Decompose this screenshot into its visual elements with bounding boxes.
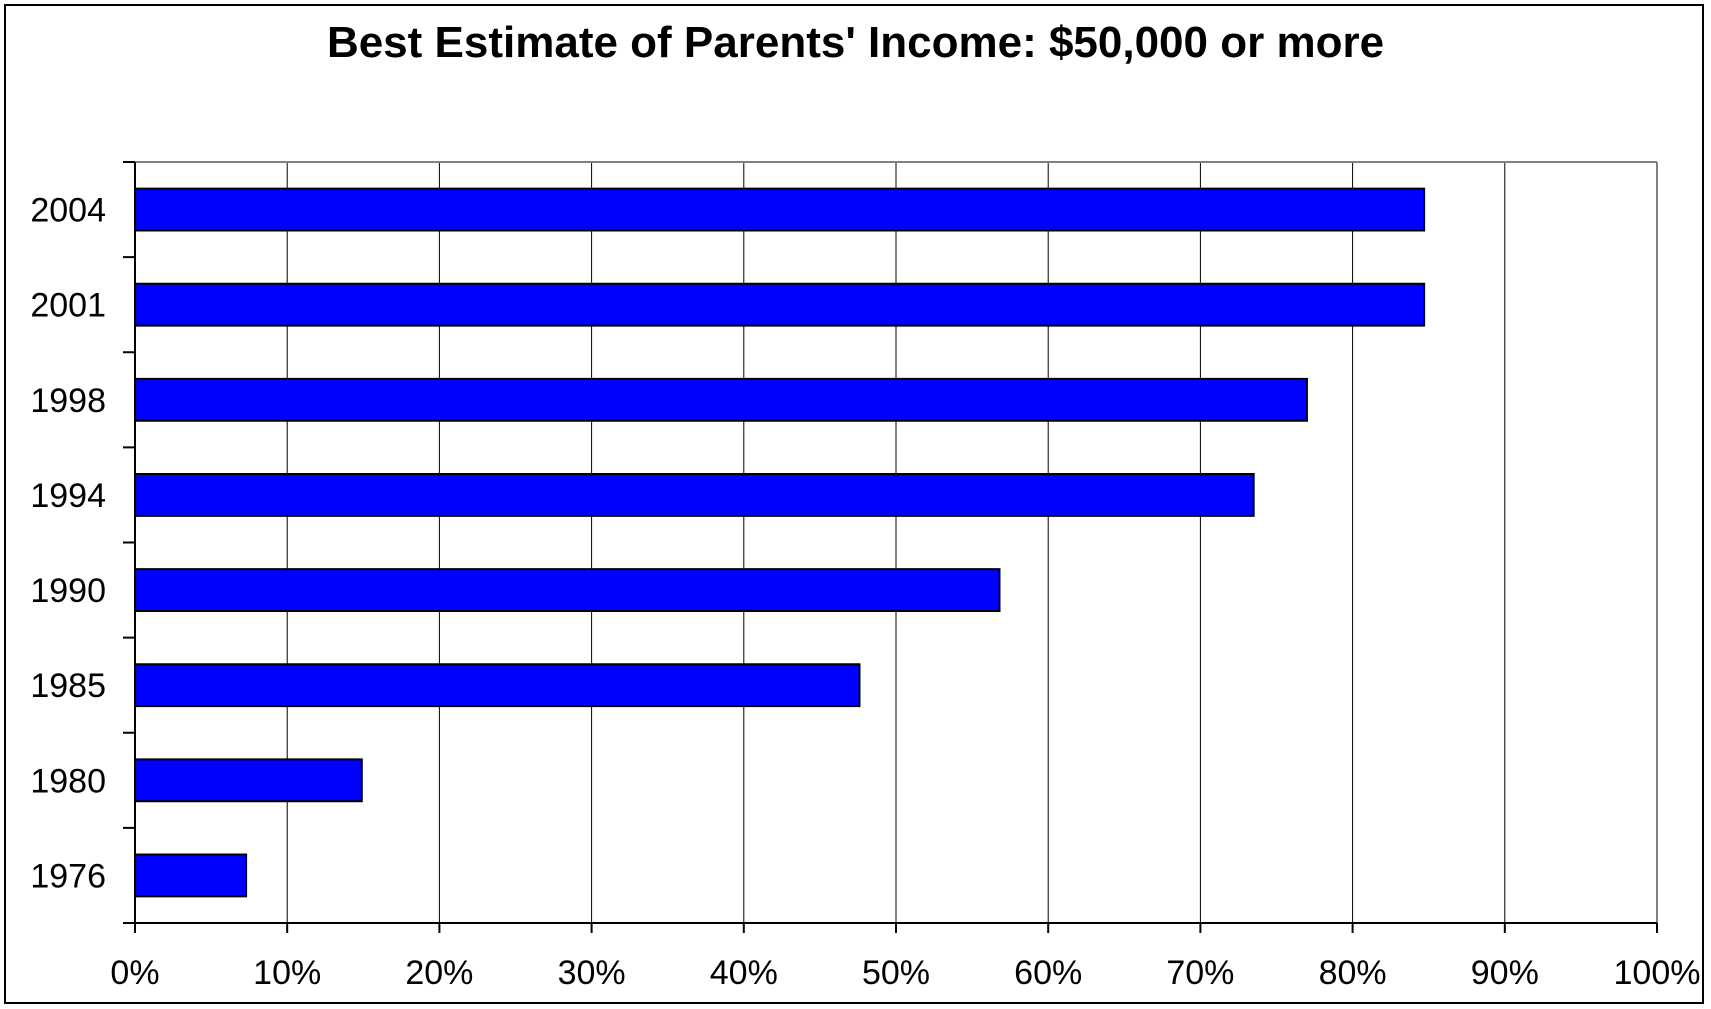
x-tick-label: 20% bbox=[405, 954, 473, 992]
x-tick-label: 60% bbox=[1014, 954, 1082, 992]
x-tick-label: 40% bbox=[710, 954, 778, 992]
x-tick-label: 10% bbox=[253, 954, 321, 992]
x-tick-label: 50% bbox=[862, 954, 930, 992]
bars bbox=[134, 187, 1426, 898]
bar-2001 bbox=[134, 282, 1426, 327]
y-tick-label: 1994 bbox=[30, 477, 106, 515]
y-tick-label: 1985 bbox=[30, 667, 106, 705]
tick-labels: 0% 10% 20% 30% 40% 50% 60% 70% 80% 90% 100% 2004 200… bbox=[30, 192, 1700, 992]
y-tick-label: 1976 bbox=[30, 857, 106, 895]
x-tick-label: 90% bbox=[1471, 954, 1539, 992]
gridlines bbox=[286, 162, 1658, 923]
chart-title: Best Estimate of Parents' Income: $50,00… bbox=[326, 18, 1385, 67]
bar-1994 bbox=[134, 473, 1255, 517]
x-tick-label: 30% bbox=[558, 954, 626, 992]
bar-1980 bbox=[134, 758, 363, 803]
y-tick-label: 1998 bbox=[30, 382, 106, 420]
y-tick-label: 1990 bbox=[30, 572, 106, 610]
x-tick-label: 80% bbox=[1319, 954, 1387, 992]
bar-1990 bbox=[134, 568, 1001, 612]
y-tick-label: 2004 bbox=[30, 192, 106, 230]
bar-1998 bbox=[134, 377, 1308, 422]
bar-1985 bbox=[134, 663, 861, 708]
x-tick-label: 0% bbox=[110, 954, 159, 992]
bar-2004 bbox=[134, 187, 1426, 232]
x-tick-label: 70% bbox=[1166, 954, 1234, 992]
bar-1976 bbox=[134, 853, 248, 898]
y-tick-label: 1980 bbox=[30, 762, 106, 800]
y-tick-label: 2001 bbox=[30, 287, 106, 325]
axes bbox=[123, 161, 1658, 933]
x-tick-label: 100% bbox=[1614, 954, 1701, 992]
